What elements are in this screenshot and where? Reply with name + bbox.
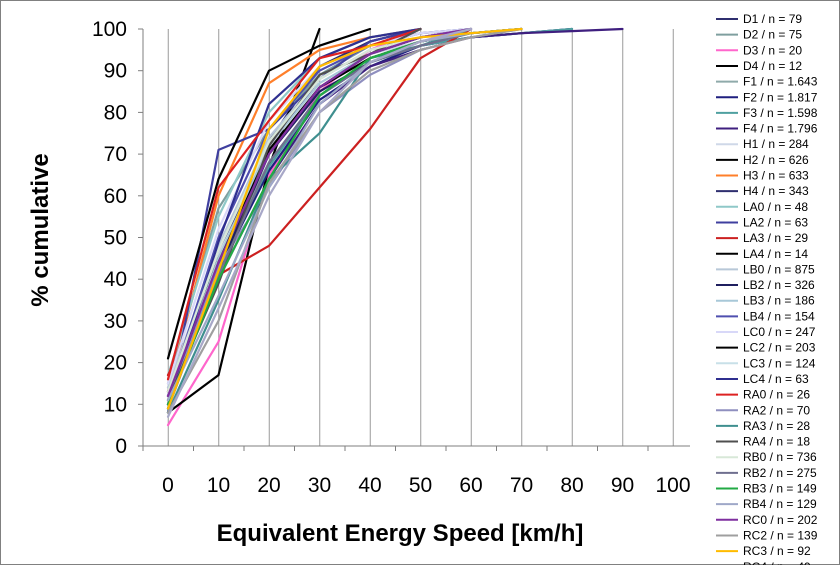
x-tick-label: 10 (207, 474, 230, 497)
legend-label: F4 / n = 1.796 (743, 122, 818, 136)
series-line-la2 (166, 27, 422, 414)
series-line-lc4 (166, 27, 422, 410)
legend-label: D1 / n = 79 (743, 12, 802, 26)
legend-label: LA0 / n = 48 (743, 200, 808, 214)
legend-label: H4 / n = 343 (743, 184, 809, 198)
x-tick-label: 30 (308, 474, 331, 497)
legend-label: RA3 / n = 28 (743, 419, 810, 433)
series-line-rc3 (166, 27, 523, 410)
legend-label: D3 / n = 20 (743, 43, 802, 57)
y-tick-label: 40 (104, 268, 127, 291)
legend-label: RC3 / n = 92 (743, 544, 811, 558)
x-tick-label: 100 (655, 474, 690, 497)
legend-label: LB4 / n = 154 (743, 309, 815, 323)
y-tick-label: 30 (104, 310, 127, 333)
y-tick-labels: 0 10 20 30 40 50 60 70 80 90 100 (92, 18, 127, 458)
axes (138, 28, 690, 451)
y-tick-label: 20 (104, 352, 127, 375)
y-tick-label: 90 (104, 60, 127, 83)
x-tick-label: 90 (611, 474, 634, 497)
x-tick-label: 40 (358, 474, 381, 497)
legend-label: RA0 / n = 26 (743, 388, 810, 402)
series-line-la4 (166, 27, 372, 360)
y-tick-label: 10 (104, 393, 127, 416)
legend-label: F2 / n = 1.817 (743, 90, 818, 104)
legend-label: RC4 / n = 49 (743, 560, 811, 565)
y-tick-label: 70 (104, 143, 127, 166)
legend-label: H1 / n = 284 (743, 137, 809, 151)
legend-label: H3 / n = 633 (743, 169, 809, 183)
legend-label: H2 / n = 626 (743, 153, 809, 167)
legend-label: LA3 / n = 29 (743, 231, 808, 245)
y-tick-label: 80 (104, 101, 127, 124)
series-line-ra0 (166, 27, 422, 381)
legend-label: LB2 / n = 326 (743, 278, 815, 292)
x-tick-label: 70 (510, 474, 533, 497)
legend-label: LA4 / n = 14 (743, 247, 808, 261)
legend-label: LA2 / n = 63 (743, 215, 808, 229)
y-tick-label: 100 (92, 18, 127, 41)
legend-label: LB3 / n = 186 (743, 294, 815, 308)
y-axis-title: % cumulative (27, 153, 54, 306)
series-line-rc4 (166, 27, 473, 418)
legend-label: RB2 / n = 275 (743, 466, 817, 480)
x-tick-labels: 0 10 20 30 40 50 60 70 80 90 100 (162, 474, 690, 497)
legend-label: RB3 / n = 149 (743, 482, 817, 496)
legend-label: LC3 / n = 124 (743, 356, 816, 370)
y-tick-label: 0 (115, 435, 127, 458)
legend-label: RC0 / n = 202 (743, 513, 818, 527)
legend-label: LC2 / n = 203 (743, 341, 816, 355)
x-tick-label: 60 (459, 474, 482, 497)
x-tick-label: 80 (560, 474, 583, 497)
legend-label: RA4 / n = 18 (743, 435, 810, 449)
legend-label: RC2 / n = 139 (743, 528, 818, 542)
legend-label: D4 / n = 12 (743, 59, 802, 73)
legend-label: LC0 / n = 247 (743, 325, 816, 339)
legend-label: D2 / n = 75 (743, 28, 802, 42)
legend-label: RA2 / n = 70 (743, 403, 810, 417)
x-tick-label: 20 (257, 474, 280, 497)
y-tick-label: 60 (104, 185, 127, 208)
y-tick-label: 50 (104, 227, 127, 250)
legend-label: F3 / n = 1.598 (743, 106, 818, 120)
series-line-d3 (166, 27, 422, 427)
legend-label: F1 / n = 1.643 (743, 75, 818, 89)
x-axis-title: Equivalent Energy Speed [km/h] (217, 520, 584, 547)
series-lines (166, 27, 624, 427)
legend-label: RB0 / n = 736 (743, 450, 817, 464)
x-tick-label: 0 (162, 474, 174, 497)
x-tick-label: 50 (409, 474, 432, 497)
legend-label: LB0 / n = 875 (743, 262, 815, 276)
series-line-rb4 (166, 27, 523, 402)
legend-label: LC4 / n = 63 (743, 372, 809, 386)
series-line-rc2 (166, 27, 523, 414)
legend-label: RB4 / n = 129 (743, 497, 817, 511)
